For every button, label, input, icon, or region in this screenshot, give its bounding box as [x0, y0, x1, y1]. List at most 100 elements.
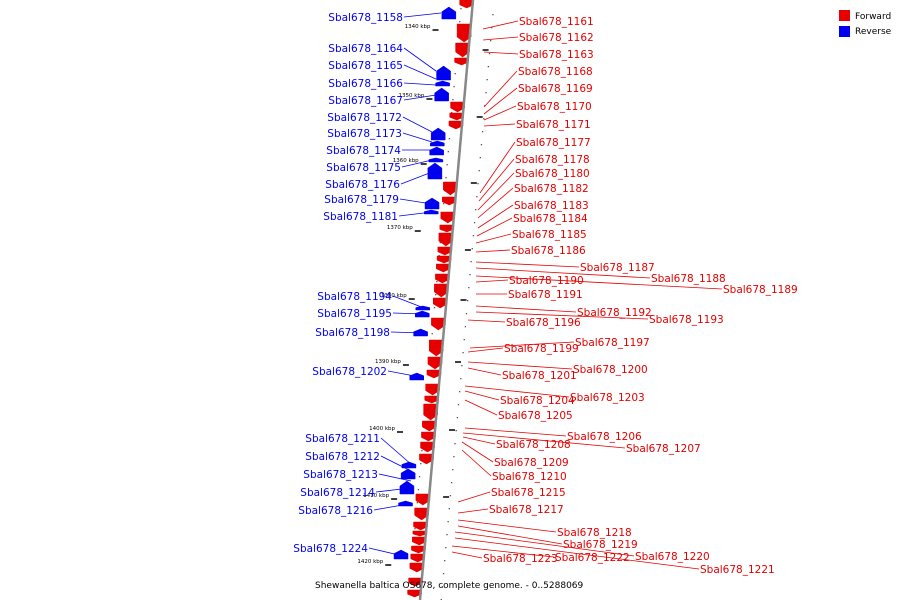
forward-gene-label: Sbal678_1189 [723, 284, 798, 296]
forward-gene-label: Sbal678_1161 [519, 16, 594, 28]
reverse-leader-line [398, 211, 433, 217]
legend-forward-swatch [839, 10, 850, 21]
track-dot [461, 365, 463, 367]
reverse-leader-line [402, 116, 433, 133]
forward-gene-block [414, 507, 429, 521]
reverse-gene-block [428, 157, 444, 163]
forward-gene-label: Sbal678_1209 [494, 457, 569, 469]
reverse-leader-line [400, 171, 433, 185]
forward-leader-line [482, 36, 519, 41]
track-dot [416, 502, 418, 504]
forward-gene-label: Sbal678_1221 [700, 564, 775, 576]
forward-leader-line [475, 279, 509, 283]
reverse-leader-line [387, 370, 421, 378]
forward-leader-line [454, 537, 700, 570]
reverse-leader-line [380, 455, 412, 472]
track-dot [445, 177, 447, 179]
label-leader-lines [368, 12, 723, 570]
track-dot [485, 92, 487, 94]
forward-gene-block [459, 0, 474, 9]
reverse-gene-label: Sbal678_1194 [317, 291, 392, 303]
reverse-leader-line [390, 331, 425, 334]
track-dot [469, 274, 471, 276]
scale-tick-label: 1360 kbp [393, 158, 419, 164]
track-dot [455, 430, 457, 432]
forward-gene-label: Sbal678_1196 [506, 317, 581, 329]
forward-gene-label: Sbal678_1180 [515, 168, 590, 180]
forward-leader-line [479, 141, 516, 194]
forward-leader-line [464, 385, 570, 398]
reverse-leader-line [403, 82, 437, 86]
track-dot [487, 66, 489, 68]
reverse-gene-label: Sbal678_1179 [324, 194, 399, 206]
forward-gene-label: Sbal678_1218 [557, 527, 632, 539]
forward-leader-line [462, 436, 496, 445]
forward-gene-block [454, 57, 469, 66]
gene-blocks [393, 0, 474, 598]
track-dot [458, 391, 461, 393]
forward-gene-block [426, 369, 442, 379]
forward-gene-block [407, 589, 422, 598]
genome-axis-line [418, 0, 475, 600]
forward-gene-label: Sbal678_1207 [626, 443, 701, 455]
forward-gene-label: Sbal678_1177 [516, 137, 591, 149]
forward-gene-block [435, 273, 450, 284]
track-dot [452, 469, 454, 471]
track-dot [417, 489, 420, 491]
reverse-gene-label: Sbal678_1212 [305, 451, 380, 463]
track-dot [444, 560, 446, 562]
forward-gene-block [443, 181, 458, 196]
track-dot [476, 196, 478, 198]
reverse-gene-label: Sbal678_1166 [328, 78, 403, 90]
reverse-gene-block [399, 480, 415, 495]
track-dot [457, 404, 460, 406]
track-dot [454, 443, 456, 445]
forward-gene-label: Sbal678_1210 [492, 471, 567, 483]
forward-leader-line [483, 51, 519, 55]
forward-gene-label: Sbal678_1187 [580, 262, 655, 274]
reverse-gene-block [430, 140, 445, 147]
forward-leader-line [451, 551, 483, 559]
track-dot [454, 73, 456, 75]
forward-gene-block [436, 255, 452, 264]
track-dot [460, 378, 462, 380]
forward-leader-line [478, 158, 515, 202]
track-dot [414, 528, 416, 530]
track-dot [463, 339, 465, 341]
forward-gene-block [425, 383, 440, 396]
forward-leader-line [461, 441, 494, 463]
reverse-gene-label: Sbal678_1173 [327, 128, 402, 140]
track-dot [472, 235, 475, 237]
forward-gene-label: Sbal678_1208 [496, 439, 571, 451]
reverse-gene-block [436, 65, 451, 81]
forward-leader-line [475, 267, 651, 279]
track-dot [478, 170, 480, 172]
reverse-leader-line [392, 295, 425, 309]
forward-gene-label: Sbal678_1215 [491, 487, 566, 499]
reverse-leader-line [392, 312, 425, 315]
track-dot [467, 300, 469, 302]
scale-tick-label: 1390 kbp [375, 359, 401, 365]
reverse-gene-block [415, 305, 431, 311]
forward-leader-line [467, 319, 506, 323]
track-dot [453, 86, 455, 88]
forward-gene-block [413, 521, 428, 531]
reverse-gene-label: Sbal678_1224 [293, 543, 368, 555]
reverse-gene-block [393, 549, 409, 560]
forward-gene-block [440, 211, 456, 224]
track-dot [481, 131, 484, 133]
track-dot [460, 8, 462, 10]
forward-gene-label: Sbal678_1217 [489, 504, 564, 516]
forward-gene-block [432, 297, 448, 309]
track-dot [491, 27, 493, 29]
forward-gene-block [412, 530, 428, 537]
track-dot [483, 118, 485, 120]
reverse-gene-label: Sbal678_1213 [303, 469, 378, 481]
track-dot [453, 456, 455, 458]
forward-gene-label: Sbal678_1190 [509, 275, 584, 287]
track-dot [486, 79, 488, 81]
track-dot [477, 183, 479, 185]
reverse-gene-block [424, 197, 440, 210]
reverse-gene-label: Sbal678_1214 [300, 487, 375, 499]
track-dot [443, 203, 445, 205]
